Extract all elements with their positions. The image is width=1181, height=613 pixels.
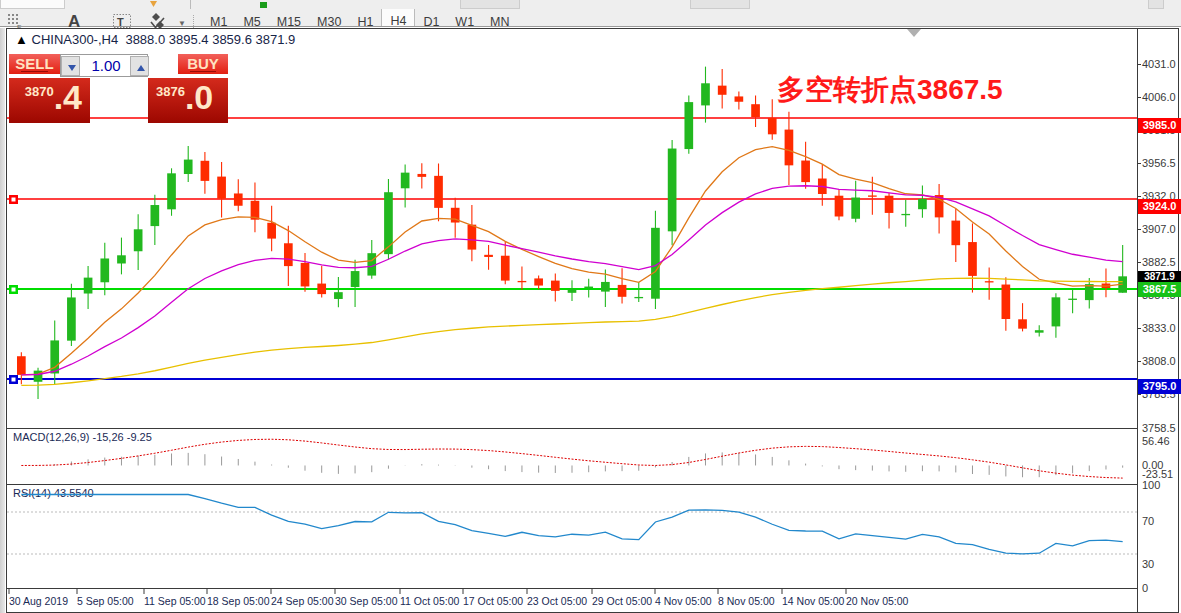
svg-text:T: T [117, 16, 124, 28]
